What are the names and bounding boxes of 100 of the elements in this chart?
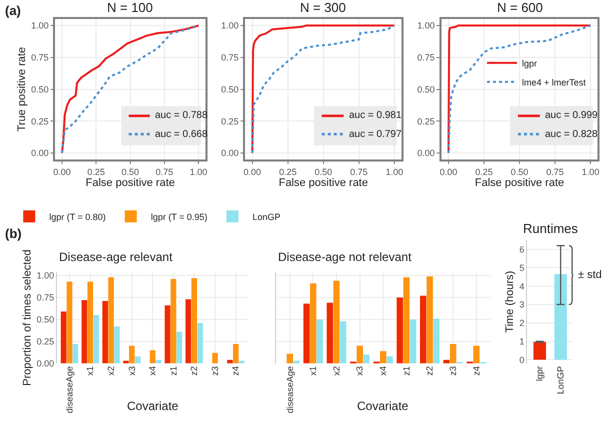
bar	[150, 350, 156, 364]
x-tick-label: lgpr	[534, 366, 545, 382]
annotation: auc = 0.981	[349, 110, 402, 121]
y-tick-label: 0.25	[36, 336, 54, 347]
chart-title: N = 300	[300, 0, 346, 15]
x-tick-label: 0.00	[53, 166, 71, 177]
y-axis-title: True positive rate	[16, 46, 28, 132]
bar	[156, 360, 162, 364]
bar	[134, 356, 141, 364]
chart-title: Runtimes	[523, 221, 578, 236]
annotation: auc = 0.788	[155, 110, 208, 121]
x-tick-label: x3	[354, 366, 365, 376]
annotation: auc = 0.797	[349, 129, 402, 140]
legend-label: lgpr (T = 0.95)	[150, 212, 208, 222]
x-tick-label: 1.00	[582, 166, 600, 177]
y-tick-label: 0.50	[36, 314, 54, 325]
x-tick-label: 0.75	[546, 166, 564, 177]
bar	[293, 360, 300, 364]
bar	[108, 277, 114, 364]
y-tick-label: 0.50	[221, 84, 239, 94]
y-tick-label: 0.25	[31, 116, 49, 126]
x-tick-label: z4	[471, 366, 482, 376]
bar	[164, 305, 170, 364]
y-tick-label: 0.00	[417, 148, 435, 158]
x-tick-label: z1	[401, 366, 412, 376]
x-tick-label: 0.75	[156, 166, 174, 177]
x-axis-title: False positive rate	[474, 176, 564, 189]
x-tick-label: z3	[210, 366, 220, 376]
bar	[473, 346, 480, 364]
bar	[232, 344, 239, 364]
x-tick-label: x4	[378, 366, 388, 376]
bar	[102, 300, 108, 364]
bar	[426, 276, 433, 364]
x-axis-title: Covariate	[127, 399, 179, 413]
y-tick-label: 0.25	[417, 116, 435, 126]
y-tick-label: 0.50	[417, 84, 435, 94]
y-tick-label: 0.25	[221, 116, 239, 126]
bar	[316, 319, 323, 364]
chart-title: Disease-age relevant	[59, 250, 174, 264]
y-tick-label: 0.00	[36, 358, 54, 369]
bar	[212, 352, 218, 364]
bar	[380, 351, 386, 364]
chart-title: Disease-age not relevant	[278, 250, 412, 264]
y-tick-label: 4	[519, 281, 524, 292]
x-tick-label: 0.25	[475, 166, 493, 177]
bar	[66, 282, 72, 364]
annotation: ± std	[578, 269, 602, 281]
bar	[114, 326, 120, 364]
x-tick-label: 1.00	[190, 166, 208, 177]
bar	[129, 346, 135, 364]
annotation: auc = 0.668	[155, 129, 208, 140]
bar	[303, 304, 310, 364]
y-tick-label: 3	[519, 300, 524, 310]
bar	[333, 280, 340, 364]
y-tick-label: 2	[519, 318, 524, 328]
bar	[363, 354, 370, 364]
y-axis-title: Proportion of times selected	[21, 250, 34, 386]
legend-label: lgpr	[522, 58, 538, 68]
x-axis-title: False positive rate	[278, 176, 368, 189]
x-tick-label: LonGP	[556, 366, 566, 394]
bar	[186, 299, 192, 364]
y-tick-label: 1.00	[36, 270, 54, 281]
legend-label: LonGP	[252, 212, 280, 222]
y-tick-label: 0	[519, 354, 524, 365]
bar	[310, 283, 316, 364]
bar	[176, 332, 182, 364]
bar	[396, 297, 403, 364]
chart-title: N = 600	[497, 0, 543, 15]
annotation: auc = 0.999	[545, 110, 598, 121]
bar	[197, 322, 203, 364]
bar	[87, 282, 94, 364]
x-tick-label: x4	[148, 366, 158, 376]
x-tick-label: 1.00	[386, 166, 404, 177]
x-tick-label: x2	[331, 366, 342, 376]
y-tick-label: 6	[519, 244, 524, 254]
x-tick-label: 0.25	[279, 166, 297, 177]
x-tick-label: 0.50	[121, 166, 140, 177]
x-tick-label: x1	[308, 366, 318, 376]
bar	[238, 360, 244, 364]
y-tick-label: 0.75	[31, 52, 49, 63]
y-tick-label: 0.75	[36, 292, 54, 303]
bar	[450, 344, 456, 364]
x-axis-title: Covariate	[357, 399, 409, 413]
annotation: auc = 0.828	[545, 129, 598, 140]
y-tick-label: 1.00	[221, 20, 239, 31]
bar	[170, 279, 176, 364]
legend-label: lgpr (T = 0.80)	[49, 212, 106, 222]
x-tick-label: 0.50	[314, 166, 332, 177]
bar	[403, 277, 410, 364]
y-tick-label: 0.75	[221, 52, 239, 63]
bar	[410, 319, 416, 364]
bar	[433, 318, 440, 364]
x-tick-label: z4	[230, 366, 241, 376]
bar	[123, 360, 129, 364]
x-tick-label: x2	[106, 366, 116, 376]
bar	[60, 312, 66, 364]
x-tick-label: diseaseAge	[284, 366, 295, 414]
x-tick-label: z1	[168, 366, 178, 376]
x-tick-label: x1	[85, 366, 96, 376]
x-axis-title: False positive rate	[86, 176, 175, 189]
